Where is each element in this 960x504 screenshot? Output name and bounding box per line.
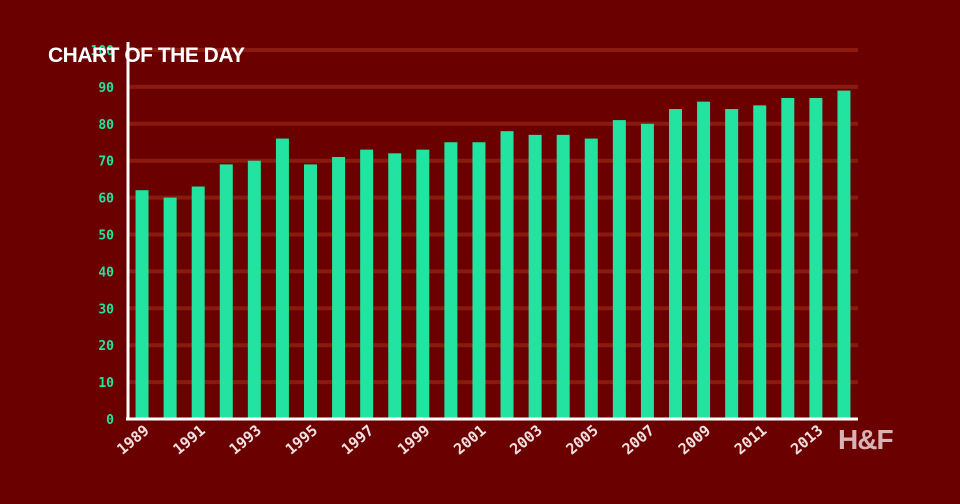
x-tick-label-2005: 2005 <box>563 421 602 458</box>
x-tick-label-1989: 1989 <box>113 421 152 458</box>
bar-1997 <box>360 149 374 419</box>
x-tick-label-1995: 1995 <box>282 421 321 458</box>
y-tick-label-50: 50 <box>98 229 114 244</box>
gridlines <box>128 48 858 385</box>
x-tick-label-2007: 2007 <box>619 421 658 458</box>
bar-1991 <box>191 186 205 419</box>
bar-2001 <box>472 142 486 419</box>
bar-2007 <box>640 123 654 420</box>
x-tick-label-2001: 2001 <box>450 421 489 458</box>
bar-1995 <box>304 164 317 419</box>
bar-1989 <box>135 190 149 419</box>
bar-2010 <box>725 109 739 419</box>
hf-logo: H&F <box>838 424 894 455</box>
bar-2011 <box>753 105 767 419</box>
x-tick-label-1997: 1997 <box>338 421 377 458</box>
y-tick-label-30: 30 <box>98 302 114 317</box>
chart-of-the-day-badge: CHART OF THE DAY <box>48 44 245 67</box>
y-tick-label-0: 0 <box>106 413 114 428</box>
x-tick-label-2013: 2013 <box>787 421 826 458</box>
y-tick-label-80: 80 <box>98 118 114 133</box>
x-axis-ticks: 1989 1991 1993 1995 1997 1999 2001 2003 2005 2007… <box>113 421 826 458</box>
y-tick-label-60: 60 <box>98 192 114 207</box>
x-tick-label-1991: 1991 <box>170 421 209 458</box>
x-tick-label-1993: 1993 <box>226 421 265 458</box>
bar-2014 <box>837 90 851 419</box>
bars <box>135 90 851 420</box>
bar-2004 <box>556 134 570 419</box>
bar-2009 <box>697 101 711 419</box>
bar-2006 <box>612 120 626 420</box>
bar-1998 <box>388 153 402 419</box>
bar-2008 <box>669 109 682 419</box>
axes <box>126 42 858 421</box>
y-tick-label-10: 10 <box>98 376 114 391</box>
bar-2005 <box>584 138 598 419</box>
y-tick-label-100: 100 <box>91 44 115 59</box>
bar-2002 <box>500 131 514 419</box>
bar-2013 <box>809 97 823 419</box>
bar-1994 <box>275 138 289 419</box>
y-tick-label-90: 90 <box>98 81 114 96</box>
bar-2012 <box>781 97 795 419</box>
bar-1996 <box>332 157 346 419</box>
bar-1992 <box>219 164 233 419</box>
x-tick-label-1999: 1999 <box>394 421 433 458</box>
bar-1999 <box>416 149 430 419</box>
bar-2000 <box>444 142 458 419</box>
y-tick-label-20: 20 <box>98 339 114 354</box>
x-tick-label-2003: 2003 <box>506 421 545 458</box>
bar-2003 <box>528 134 542 419</box>
x-tick-label-2009: 2009 <box>675 421 714 458</box>
x-tick-label-2011: 2011 <box>731 421 770 458</box>
y-axis-ticks: 0 10 20 30 40 50 60 70 80 90 100 <box>91 44 115 428</box>
y-tick-label-70: 70 <box>98 155 114 170</box>
bar-1993 <box>247 160 261 419</box>
y-tick-label-40: 40 <box>98 265 114 280</box>
bar-1990 <box>163 197 177 419</box>
